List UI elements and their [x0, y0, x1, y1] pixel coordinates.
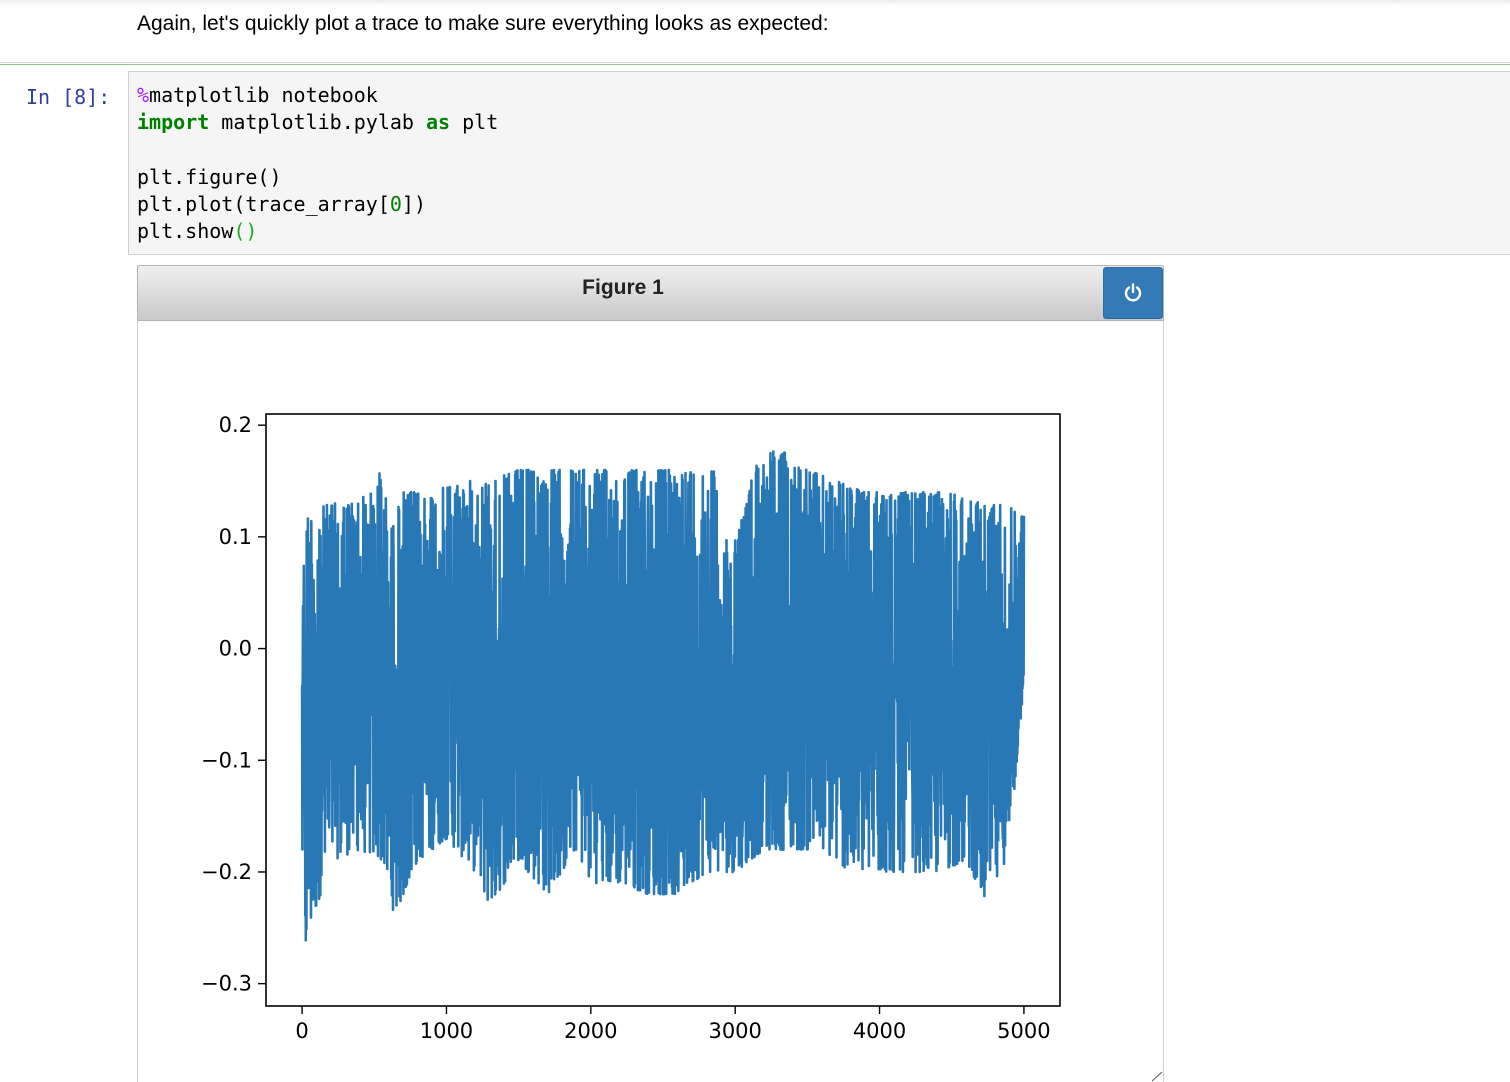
plot-lines: [300, 450, 1026, 942]
x-tick-label: 5000: [997, 1019, 1050, 1043]
y-tick-label: 0.2: [219, 413, 252, 437]
x-axis: 0 1000 2000 3000 4000 5000: [295, 1006, 1051, 1043]
plot-canvas[interactable]: 0 1000 2000 3000 4000 5000 0.2 0.1 0.0 −0.1 −0.2 −…: [137, 321, 1163, 1082]
code-text: plt.show: [137, 219, 234, 244]
x-tick-label: 0: [295, 1019, 308, 1043]
code-text: plt: [450, 110, 499, 135]
code-input-area[interactable]: [128, 71, 1510, 255]
x-tick-label: 2000: [564, 1019, 617, 1043]
code-text: matplotlib.pylab: [209, 110, 426, 135]
resize-handle-icon[interactable]: [1150, 1070, 1164, 1082]
markdown-text: Again, let's quickly plot a trace to mak…: [137, 12, 829, 35]
keyword-as: as: [426, 110, 451, 135]
y-tick-label: −0.2: [201, 860, 252, 884]
keyword-import: import: [137, 110, 210, 135]
input-prompt: In [8]:: [26, 85, 111, 109]
y-tick-label: −0.3: [201, 972, 252, 996]
close-figure-button[interactable]: [1103, 267, 1163, 319]
axes-frame: [265, 413, 1061, 1007]
y-tick-label: −0.1: [201, 748, 252, 772]
code-text: ]): [401, 192, 427, 217]
page-top-edge: [0, 0, 1510, 6]
power-icon: [1124, 283, 1142, 302]
code-editor[interactable]: %matplotlib notebook import matplotlib.p…: [137, 82, 498, 246]
code-text: plt.plot(trace_array[: [137, 192, 390, 217]
y-axis: 0.2 0.1 0.0 −0.1 −0.2 −0.3: [201, 413, 266, 996]
y-tick-label: 0.1: [219, 525, 252, 549]
x-tick-label: 1000: [420, 1019, 473, 1043]
code-text: plt.figure(): [137, 164, 282, 189]
cell-divider: [0, 62, 1510, 63]
magic-prefix: %: [137, 83, 150, 107]
y-tick-label: 0.0: [219, 637, 252, 661]
code-parens: (): [233, 219, 258, 244]
code-number: 0: [389, 192, 402, 217]
figure-header: Figure 1: [137, 265, 1164, 321]
trace-line: [300, 450, 1026, 942]
selected-cell-border: [0, 64, 1510, 65]
x-tick-label: 3000: [708, 1019, 761, 1043]
figure-title: Figure 1: [582, 276, 664, 299]
x-tick-label: 4000: [853, 1019, 906, 1043]
code-text: matplotlib notebook: [149, 83, 378, 107]
